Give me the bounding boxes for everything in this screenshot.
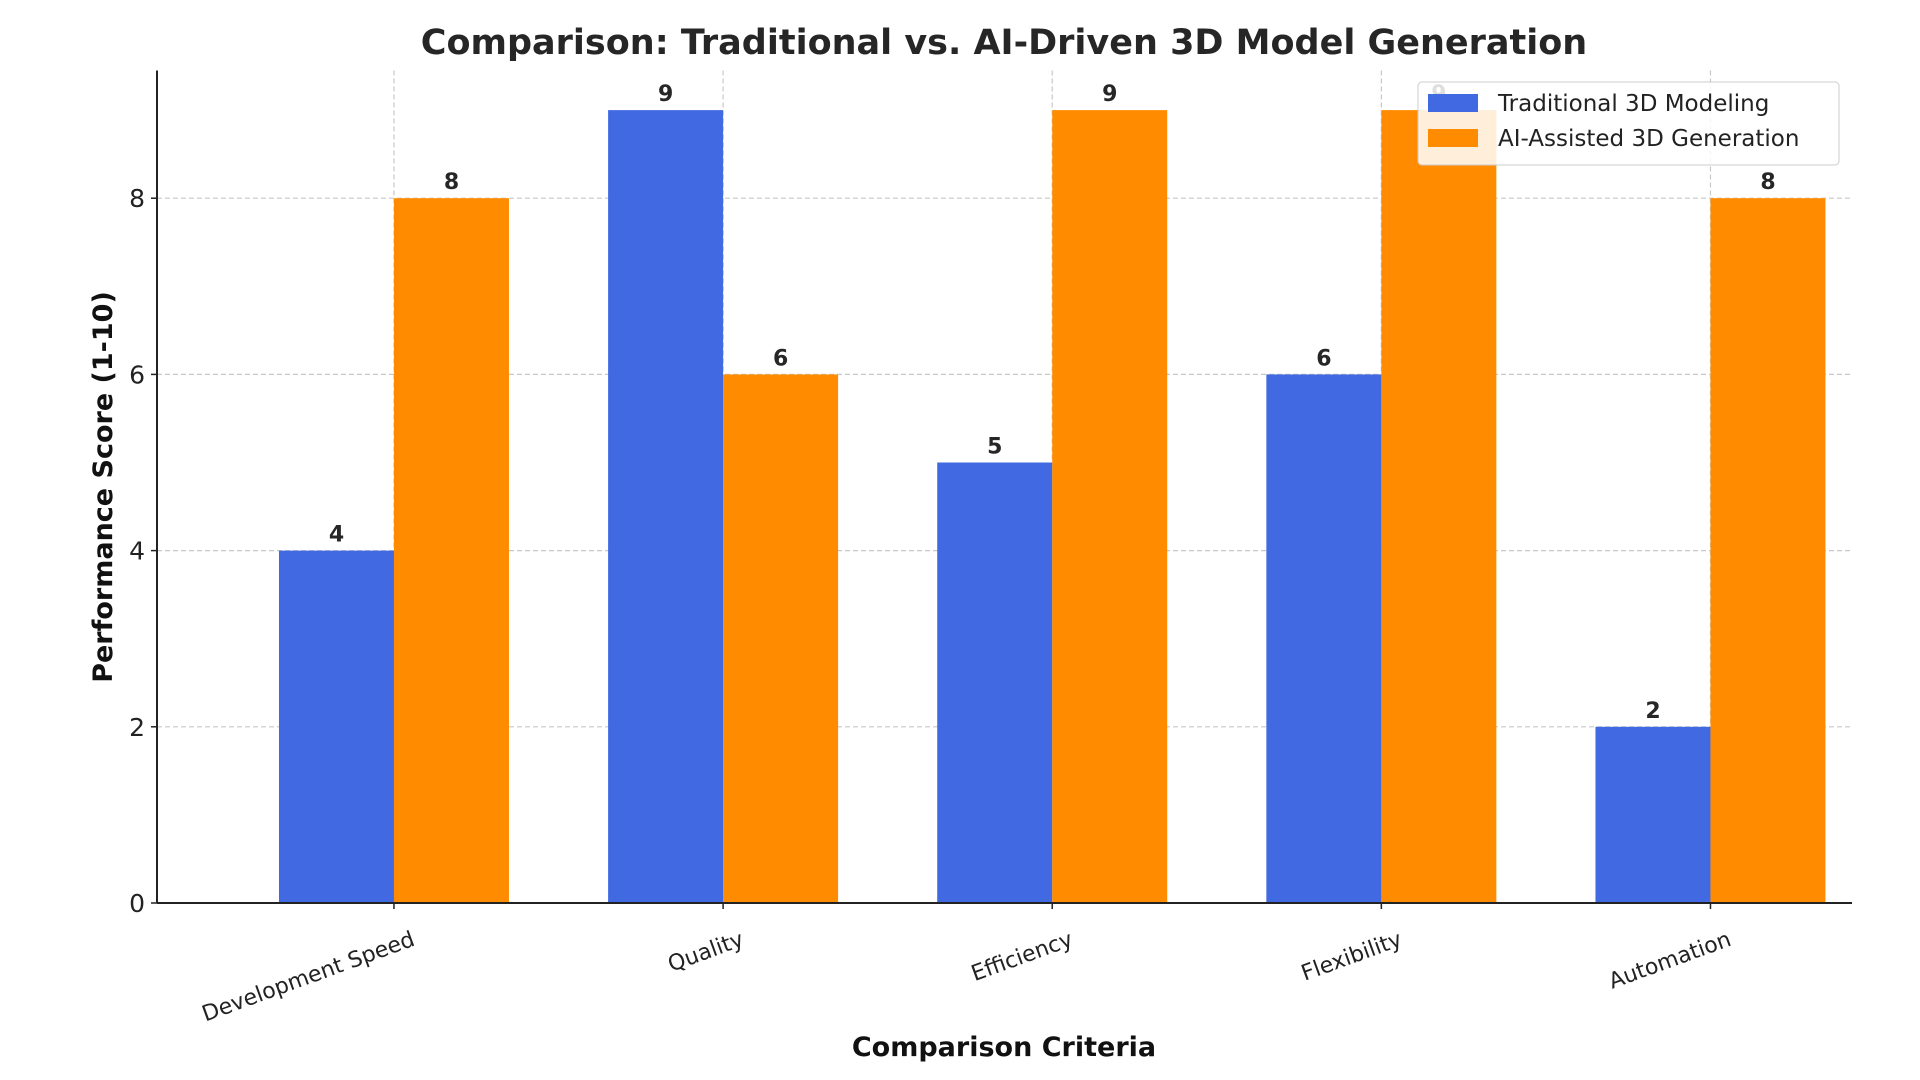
data-label: 6 — [773, 346, 788, 371]
y-axis-label: Performance Score (1-10) — [88, 291, 119, 683]
data-label: 9 — [658, 82, 673, 107]
legend-box — [1417, 81, 1840, 166]
data-label: 9 — [1102, 82, 1117, 107]
y-tick-label: 2 — [129, 713, 145, 742]
bar-traditional — [937, 462, 1053, 903]
bar-ai-assisted — [723, 374, 839, 903]
y-tick-label: 4 — [129, 537, 145, 566]
x-tick-label: Development Speed — [199, 927, 418, 1027]
x-tick-label: Automation — [1606, 927, 1735, 994]
y-tick-label: 6 — [129, 360, 145, 389]
bar-traditional — [1266, 374, 1382, 903]
data-label: 2 — [1645, 699, 1660, 724]
bar-traditional — [278, 550, 394, 903]
bar-ai-assisted — [1710, 198, 1826, 903]
data-label: 8 — [444, 170, 459, 195]
legend-swatch — [1428, 94, 1478, 112]
x-tick-label: Flexibility — [1298, 927, 1405, 986]
legend-label: Traditional 3D Modeling — [1497, 91, 1769, 117]
y-tick-label: 8 — [129, 184, 145, 213]
bar-traditional — [608, 110, 724, 904]
data-label: 6 — [1316, 346, 1331, 371]
x-axis-label: Comparison Criteria — [852, 1032, 1156, 1063]
legend: Traditional 3D Modeling AI-Assisted 3D Ge… — [1417, 81, 1840, 166]
legend-label: AI-Assisted 3D Generation — [1498, 126, 1799, 152]
bar-traditional — [1595, 726, 1711, 903]
bar-ai-assisted — [393, 198, 509, 903]
x-tick-label: Efficiency — [968, 927, 1076, 987]
bar-ai-assisted — [1052, 110, 1168, 904]
bar-ai-assisted — [1381, 110, 1497, 904]
data-label: 8 — [1760, 170, 1775, 195]
y-tick-label: 0 — [129, 889, 145, 918]
chart-title: Comparison: Traditional vs. AI-Driven 3D… — [421, 23, 1587, 63]
data-label: 4 — [329, 523, 344, 548]
data-label: 5 — [987, 435, 1002, 460]
x-tick-label: Quality — [665, 927, 747, 977]
legend-swatch — [1428, 129, 1478, 147]
